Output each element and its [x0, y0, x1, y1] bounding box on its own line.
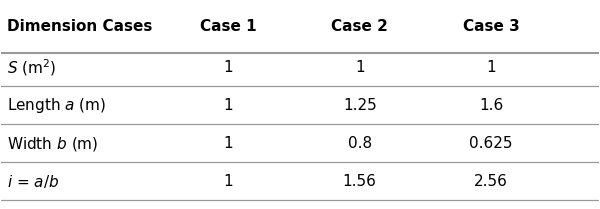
- Text: Dimension Cases: Dimension Cases: [7, 19, 153, 34]
- Text: 1.6: 1.6: [479, 98, 503, 113]
- Text: Case 2: Case 2: [331, 19, 388, 34]
- Text: 1.25: 1.25: [343, 98, 377, 113]
- Text: Case 3: Case 3: [463, 19, 520, 34]
- Text: 0.625: 0.625: [469, 136, 513, 151]
- Text: $S$ (m$^2$): $S$ (m$^2$): [7, 57, 56, 78]
- Text: 1: 1: [355, 60, 365, 75]
- Text: 1.56: 1.56: [343, 174, 377, 189]
- Text: 0.8: 0.8: [347, 136, 372, 151]
- Text: Case 1: Case 1: [200, 19, 257, 34]
- Text: 2.56: 2.56: [474, 174, 508, 189]
- Text: 1: 1: [224, 98, 233, 113]
- Text: $i$ = $a$/$b$: $i$ = $a$/$b$: [7, 173, 59, 190]
- Text: Width $b$ (m): Width $b$ (m): [7, 135, 99, 153]
- Text: 1: 1: [224, 60, 233, 75]
- Text: 1: 1: [224, 136, 233, 151]
- Text: 1: 1: [486, 60, 496, 75]
- Text: Length $a$ (m): Length $a$ (m): [7, 96, 107, 115]
- Text: 1: 1: [224, 174, 233, 189]
